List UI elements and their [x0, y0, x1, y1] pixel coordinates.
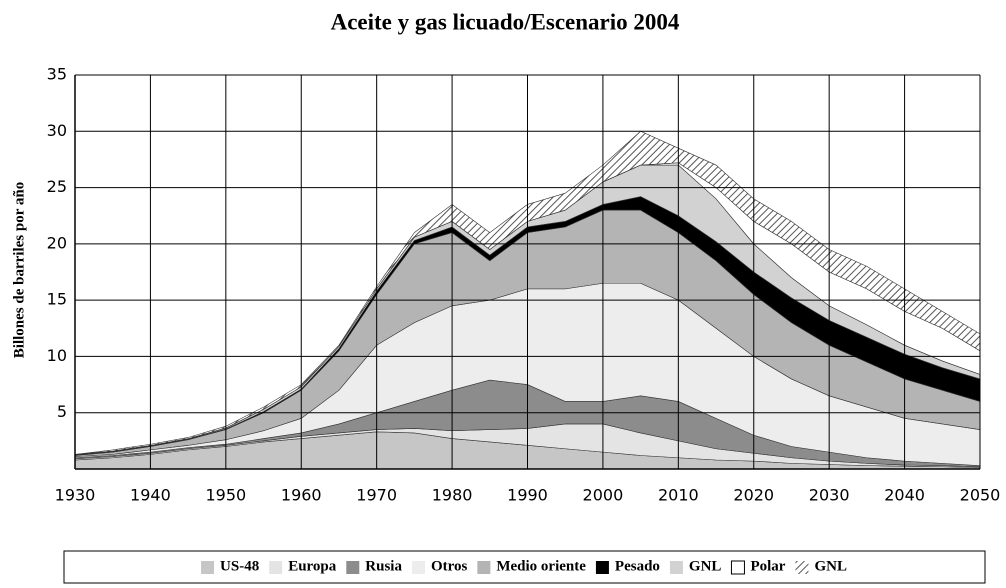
x-tick-label: 1950	[205, 486, 246, 505]
y-tick-label: 30	[47, 121, 67, 140]
x-tick-label: 2050	[960, 486, 1001, 505]
legend-label: Otros	[431, 558, 468, 574]
y-tick-label: 15	[47, 290, 67, 309]
legend-swatch	[201, 561, 215, 574]
x-tick-label: 1930	[55, 486, 96, 505]
legend-label: Europa	[288, 558, 337, 574]
x-tick-label: 2030	[809, 486, 850, 505]
x-tick-label: 1990	[507, 486, 548, 505]
x-tick-label: 2020	[733, 486, 774, 505]
y-tick-label: 35	[47, 65, 67, 84]
x-tick-label: 2010	[658, 486, 699, 505]
x-tick-label: 1960	[281, 486, 322, 505]
legend-label: GNL	[689, 558, 722, 574]
y-tick-label: 5	[57, 402, 67, 421]
legend-swatch	[346, 561, 360, 574]
legend-swatch	[795, 561, 809, 574]
legend-swatch	[411, 561, 425, 574]
x-tick-label: 2000	[583, 486, 624, 505]
y-axis-label: Billones de barriles por año	[11, 182, 27, 358]
x-tick-label: 1940	[130, 486, 171, 505]
y-tick-label: 20	[47, 233, 67, 252]
legend-swatch	[730, 560, 745, 575]
legend-swatch	[477, 561, 491, 574]
legend-label: Pesado	[615, 558, 660, 574]
y-tick-label: 25	[47, 177, 67, 196]
legend-swatch	[269, 561, 283, 574]
legend-box	[63, 550, 986, 584]
legend-swatch	[595, 561, 609, 574]
x-tick-label: 2040	[884, 486, 925, 505]
x-tick-label: 1980	[432, 486, 473, 505]
legend-swatch	[669, 561, 683, 574]
legend-label: Rusia	[365, 558, 402, 574]
legend-label: Polar	[750, 558, 785, 574]
legend-label: GNL	[814, 558, 847, 574]
y-tick-label: 10	[47, 346, 67, 365]
x-tick-label: 1970	[356, 486, 397, 505]
chart-title: Aceite y gas licuado/Escenario 2004	[331, 9, 680, 34]
legend-label: Medio oriente	[496, 558, 586, 574]
legend-label: US-48	[220, 558, 259, 574]
